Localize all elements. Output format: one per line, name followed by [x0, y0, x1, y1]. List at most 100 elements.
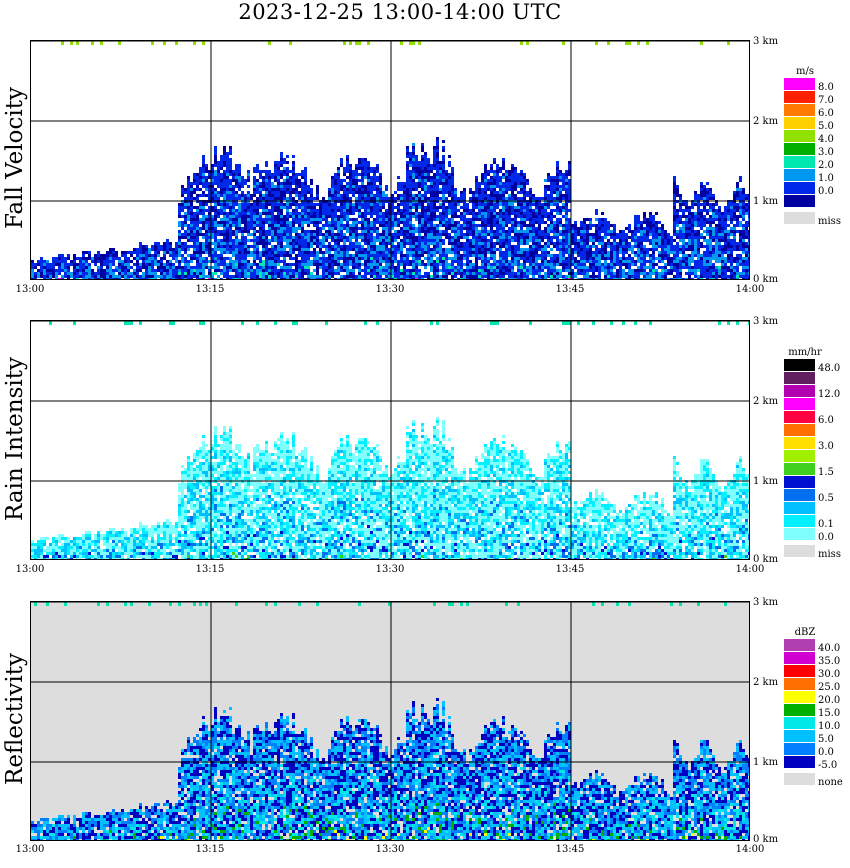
heatmap-cell — [241, 227, 244, 230]
heatmap-cell — [391, 254, 394, 257]
heatmap-cell — [238, 218, 241, 221]
heatmap-cell — [538, 230, 541, 233]
heatmap-cell — [403, 206, 406, 209]
heatmap-cell — [421, 146, 424, 149]
heatmap-cell — [283, 170, 286, 173]
heatmap-cell — [127, 275, 130, 278]
heatmap-cell — [436, 209, 439, 212]
heatmap-cell — [460, 263, 463, 266]
heatmap-cell — [238, 263, 241, 266]
heatmap-cell — [391, 203, 394, 206]
heatmap-cell — [223, 179, 226, 182]
heatmap-cell — [406, 269, 409, 272]
heatmap-cell — [325, 218, 328, 221]
heatmap-cell — [433, 278, 436, 279]
heatmap-cell — [544, 230, 547, 233]
heatmap-cell — [373, 209, 376, 212]
heatmap-cell — [502, 233, 505, 236]
heatmap-cell — [193, 230, 196, 233]
heatmap-cell — [259, 263, 262, 266]
heatmap-cell — [238, 239, 241, 242]
heatmap-cell — [364, 248, 367, 251]
heatmap-cell — [277, 269, 280, 272]
heatmap-cell — [196, 194, 199, 197]
heatmap-cell — [457, 248, 460, 251]
heatmap-cell — [352, 260, 355, 263]
heatmap-cell — [511, 218, 514, 221]
heatmap-cell — [424, 176, 427, 179]
heatmap-cell — [490, 218, 493, 221]
heatmap-cell — [433, 260, 436, 263]
heatmap-cell — [202, 215, 205, 218]
heatmap-cell — [541, 248, 544, 251]
heatmap-cell — [295, 266, 298, 269]
heatmap-cell — [565, 176, 568, 179]
heatmap-cell — [205, 245, 208, 248]
heatmap-cell — [568, 257, 571, 260]
heatmap-cell — [319, 230, 322, 233]
heatmap-cell — [250, 263, 253, 266]
heatmap-cell — [211, 170, 214, 173]
heatmap-cell — [460, 215, 463, 218]
heatmap-cell — [433, 218, 436, 221]
heatmap-cell — [400, 185, 403, 188]
heatmap-cell — [439, 203, 442, 206]
heatmap-cell — [421, 197, 424, 200]
heatmap-cell — [343, 254, 346, 257]
heatmap-cell — [343, 260, 346, 263]
heatmap-cell — [556, 275, 559, 278]
heatmap-cell — [313, 203, 316, 206]
heatmap-cell — [397, 182, 400, 185]
heatmap-cell — [532, 227, 535, 230]
heatmap-cell — [409, 212, 412, 215]
heatmap-cell — [370, 197, 373, 200]
heatmap-cell — [223, 152, 226, 155]
heatmap-cell — [259, 254, 262, 257]
heatmap-cell — [124, 275, 127, 278]
heatmap-cell — [415, 212, 418, 215]
heatmap-cell — [226, 173, 229, 176]
heatmap-cell — [271, 218, 274, 221]
heatmap-cell — [208, 185, 211, 188]
heatmap-cell — [196, 245, 199, 248]
heatmap-cell — [274, 221, 277, 224]
heatmap-cell — [220, 260, 223, 263]
heatmap-cell — [598, 239, 601, 242]
heatmap-cell — [64, 260, 67, 263]
heatmap-cell — [490, 182, 493, 185]
heatmap-cell — [235, 236, 238, 239]
heatmap-cell — [556, 269, 559, 272]
heatmap-cell — [580, 263, 583, 266]
heatmap-cell — [412, 269, 415, 272]
heatmap-cell — [460, 230, 463, 233]
heatmap-cell — [337, 254, 340, 257]
heatmap-cell — [568, 233, 571, 236]
heatmap-cell — [343, 206, 346, 209]
heatmap-cell — [46, 275, 49, 278]
heatmap-cell — [298, 212, 301, 215]
heatmap-cell — [76, 263, 79, 266]
heatmap-cell — [577, 251, 580, 254]
heatmap-cell — [415, 278, 418, 279]
heatmap-cell — [388, 236, 391, 239]
heatmap-cell — [391, 263, 394, 266]
heatmap-cell — [295, 272, 298, 275]
heatmap-cell — [406, 182, 409, 185]
heatmap-cell — [256, 242, 259, 245]
heatmap-cell — [586, 230, 589, 233]
heatmap-cell — [481, 191, 484, 194]
heatmap-cell — [280, 170, 283, 173]
heatmap-cell — [106, 269, 109, 272]
heatmap-cell — [292, 209, 295, 212]
heatmap-cell — [283, 197, 286, 200]
heatmap-cell — [388, 254, 391, 257]
heatmap-cell — [475, 245, 478, 248]
heatmap-cell — [430, 263, 433, 266]
heatmap-cell — [544, 278, 547, 279]
heatmap-cell — [565, 269, 568, 272]
heatmap-cell — [568, 224, 571, 227]
heatmap-cell — [226, 203, 229, 206]
heatmap-cell — [499, 251, 502, 254]
heatmap-cell — [460, 233, 463, 236]
heatmap-cell — [142, 278, 145, 279]
